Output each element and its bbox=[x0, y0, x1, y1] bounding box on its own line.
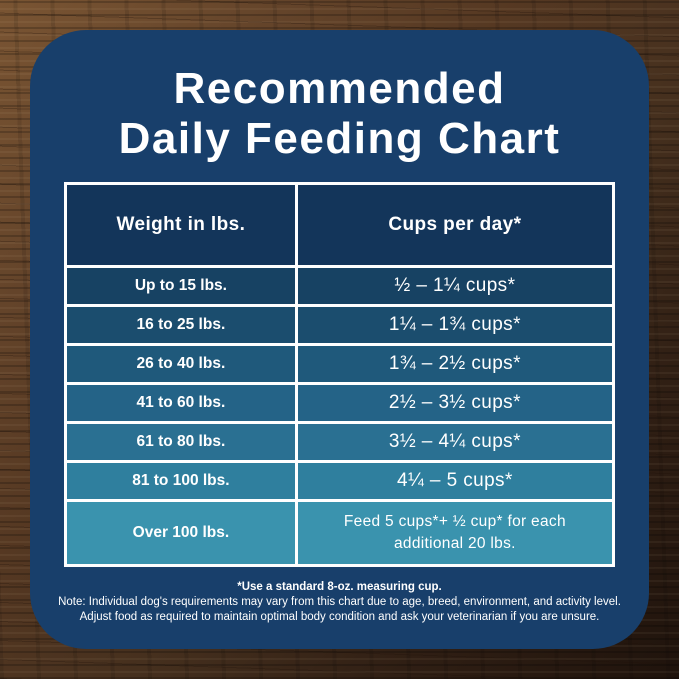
note-line-1: Note: Individual dog's requirements may … bbox=[58, 596, 621, 608]
table-row: 16 to 25 lbs. 1¼ – 1¾ cups* bbox=[67, 307, 612, 343]
feeding-chart-card: Recommended Daily Feeding Chart Weight i… bbox=[30, 30, 649, 649]
cups-column-header: Cups per day* bbox=[297, 185, 612, 265]
cups-cell: 4¼ – 5 cups* bbox=[297, 463, 612, 499]
weight-cell: 41 to 60 lbs. bbox=[67, 385, 295, 421]
weight-column-header: Weight in lbs. bbox=[67, 185, 295, 265]
weight-cell: 61 to 80 lbs. bbox=[67, 424, 295, 460]
cups-cell: 1¼ – 1¾ cups* bbox=[297, 307, 612, 343]
table-row: 26 to 40 lbs. 1¾ – 2½ cups* bbox=[67, 346, 612, 382]
title-line-1: Recommended bbox=[173, 64, 506, 113]
table-row: Up to 15 lbs. ½ – 1¼ cups* bbox=[67, 268, 612, 304]
title-line-2: Daily Feeding Chart bbox=[118, 114, 561, 163]
weight-cell: Up to 15 lbs. bbox=[67, 268, 295, 304]
table-header-row: Weight in lbs. Cups per day* bbox=[67, 185, 612, 265]
table-row: 61 to 80 lbs. 3½ – 4¼ cups* bbox=[67, 424, 612, 460]
footnotes: *Use a standard 8-oz. measuring cup. Not… bbox=[30, 580, 649, 625]
weight-cell: 26 to 40 lbs. bbox=[67, 346, 295, 382]
measuring-cup-note: *Use a standard 8-oz. measuring cup. bbox=[237, 581, 442, 593]
cups-cell: Feed 5 cups*+ ½ cup* for each additional… bbox=[297, 502, 612, 564]
weight-cell: 81 to 100 lbs. bbox=[67, 463, 295, 499]
cups-cell: 2½ – 3½ cups* bbox=[297, 385, 612, 421]
weight-cell: Over 100 lbs. bbox=[67, 502, 295, 564]
cups-cell: 1¾ – 2½ cups* bbox=[297, 346, 612, 382]
cups-cell: 3½ – 4¼ cups* bbox=[297, 424, 612, 460]
table-row: 81 to 100 lbs. 4¼ – 5 cups* bbox=[67, 463, 612, 499]
page-title: Recommended Daily Feeding Chart bbox=[30, 30, 649, 164]
feeding-table: Weight in lbs. Cups per day* Up to 15 lb… bbox=[64, 182, 615, 567]
note-line-2: Adjust food as required to maintain opti… bbox=[79, 611, 600, 623]
table-row: Over 100 lbs. Feed 5 cups*+ ½ cup* for e… bbox=[67, 502, 612, 564]
weight-cell: 16 to 25 lbs. bbox=[67, 307, 295, 343]
table-row: 41 to 60 lbs. 2½ – 3½ cups* bbox=[67, 385, 612, 421]
cups-cell: ½ – 1¼ cups* bbox=[297, 268, 612, 304]
